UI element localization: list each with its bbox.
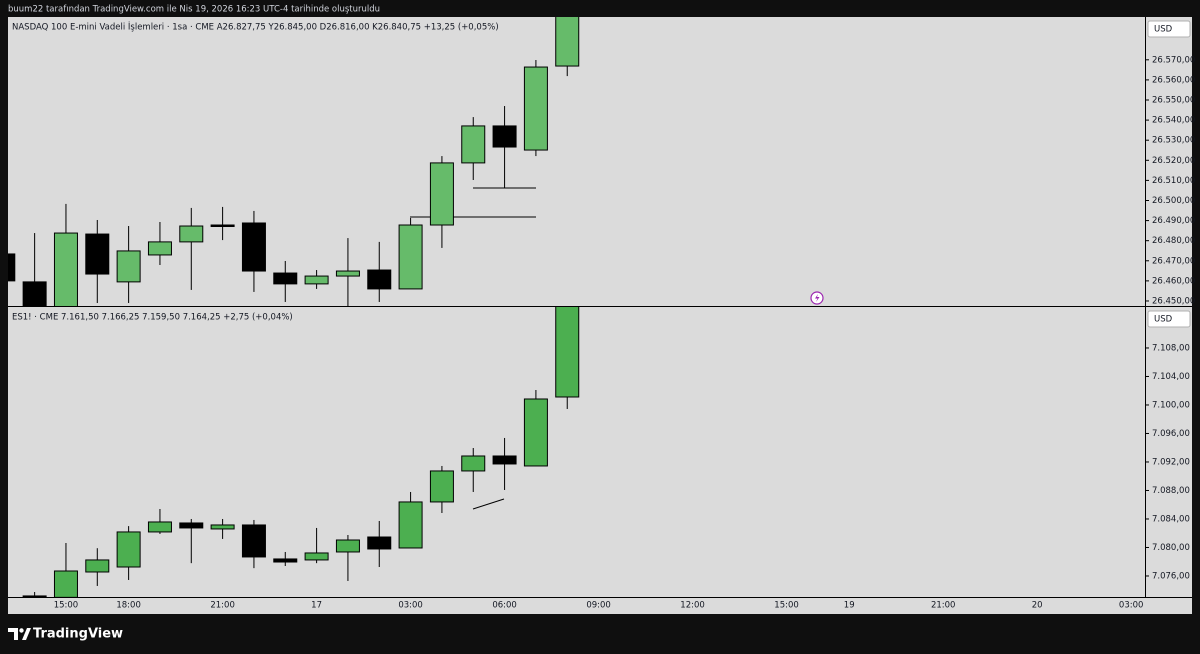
y-tick-label: 7.088,00 (1152, 486, 1190, 496)
brand-name: TradingView (33, 627, 123, 642)
candle-body (523, 66, 548, 151)
candle-body (429, 162, 454, 226)
x-tick-label: 15:00 (774, 601, 799, 611)
x-tick-label: 03:00 (1119, 601, 1144, 611)
candle-body (116, 531, 141, 568)
y-tick-label: 26.500,00 (1152, 196, 1195, 206)
x-tick-label: 21:00 (931, 601, 956, 611)
candle-body (523, 398, 548, 467)
candle-body (179, 225, 204, 243)
candle-body (304, 275, 329, 285)
candle-body (53, 232, 78, 306)
candle-body (241, 222, 266, 272)
y-tick-label: 26.510,00 (1152, 176, 1195, 186)
upper-pane (8, 17, 580, 306)
y-tick-label: 7.096,00 (1152, 429, 1190, 439)
y-tick-label: 26.530,00 (1152, 136, 1195, 146)
axes: 26.450,00 26.460,00 26.470,00 26.480,00 26.4… (12, 20, 1195, 611)
pane-legend: NASDAQ 100 E-mini Vadeli İşlemleri · 1sa… (12, 22, 499, 33)
y-tick-label: 26.490,00 (1152, 216, 1195, 226)
brand-logo: TradingView (8, 627, 123, 642)
candle-body (241, 524, 266, 558)
candle-body (461, 125, 486, 164)
candle-body (492, 455, 517, 465)
y-tick-label: 7.080,00 (1152, 543, 1190, 553)
candle-body (398, 224, 423, 290)
x-tick-label: 06:00 (492, 601, 517, 611)
y-tick-label: 26.470,00 (1152, 256, 1195, 266)
chart-area (8, 17, 1192, 614)
candle-body (273, 272, 298, 285)
y-tick-label: 7.076,00 (1152, 571, 1190, 581)
y-tick-label: 26.460,00 (1152, 276, 1195, 286)
candle-body (304, 552, 329, 561)
x-tick-label: 09:00 (586, 601, 611, 611)
candle-body (398, 501, 423, 549)
currency-label: USD (1154, 315, 1173, 325)
currency-box (1147, 20, 1191, 38)
candle-body (179, 522, 204, 529)
y-tick-label: 7.084,00 (1152, 514, 1190, 524)
candle-body (367, 536, 392, 550)
candle-body (367, 269, 392, 290)
candle-body (492, 125, 517, 148)
x-tick-label: 15:00 (54, 601, 79, 611)
y-tick-label: 26.520,00 (1152, 156, 1195, 166)
candle-body (429, 470, 454, 503)
y-tick-label: 26.480,00 (1152, 236, 1195, 246)
candle-body (210, 224, 235, 228)
candle-body (22, 595, 47, 597)
candle-body (85, 559, 110, 573)
y-tick-label: 26.570,00 (1152, 55, 1195, 65)
y-tick-label: 7.100,00 (1152, 400, 1190, 410)
x-tick-label: 03:00 (398, 601, 423, 611)
y-tick-label: 7.104,00 (1152, 372, 1190, 382)
trend-line (472, 498, 505, 510)
candle-body (461, 455, 486, 472)
y-tick-label: 7.092,00 (1152, 457, 1190, 467)
candle-body (555, 307, 580, 398)
candle-body (335, 270, 360, 277)
y-tick-label: 26.560,00 (1152, 75, 1195, 85)
lower-pane (22, 307, 580, 597)
attribution: buum22 tarafından TradingView.com ile Ni… (8, 5, 380, 15)
candle-body (53, 570, 78, 597)
candle-body (335, 539, 360, 553)
candle-body (85, 233, 110, 275)
x-tick-label: 17 (311, 601, 322, 611)
currency-box (1147, 310, 1191, 328)
y-tick-label: 26.540,00 (1152, 116, 1195, 126)
y-tick-label: 7.108,00 (1152, 343, 1190, 353)
candle-body (147, 241, 172, 256)
x-tick-label: 19 (844, 601, 855, 611)
y-tick-label: 26.450,00 (1152, 296, 1195, 306)
alert-icon[interactable] (810, 291, 824, 305)
pane-legend: ES1! · CME 7.161,50 7.166,25 7.159,50 7.… (12, 313, 293, 323)
candle-body (555, 17, 580, 67)
x-tick-label: 18:00 (116, 601, 141, 611)
currency-label: USD (1154, 25, 1173, 35)
candle-body (147, 521, 172, 533)
candle-body (22, 281, 47, 306)
x-tick-label: 20 (1032, 601, 1043, 611)
candle-body (273, 558, 298, 563)
candle-body (8, 253, 16, 282)
x-tick-label: 21:00 (210, 601, 235, 611)
x-tick-label: 12:00 (680, 601, 705, 611)
candle-body (210, 524, 235, 530)
y-tick-label: 26.550,00 (1152, 96, 1195, 106)
candle-body (116, 250, 141, 283)
